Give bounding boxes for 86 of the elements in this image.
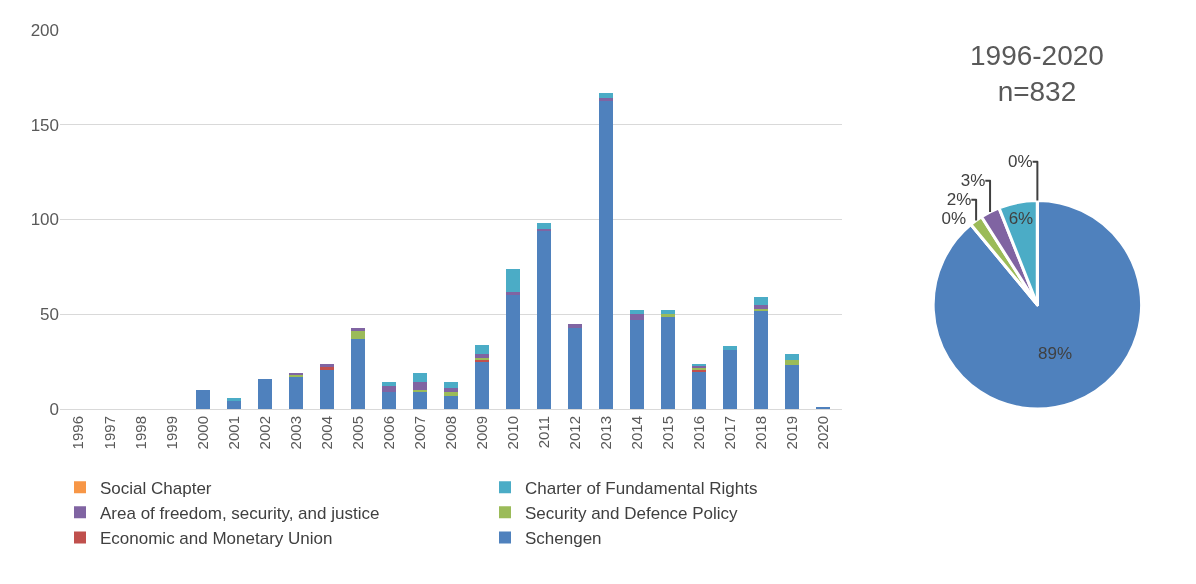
bar: [661, 314, 676, 317]
bar: [288, 376, 303, 409]
legend-label: Social Chapter: [100, 478, 212, 498]
bar: [506, 268, 520, 292]
bar: [506, 295, 520, 409]
x-tick-label: 2002: [255, 416, 273, 450]
x-tick-label: 2001: [224, 416, 242, 450]
bar: [412, 382, 427, 391]
bar: [754, 310, 769, 409]
x-tick-label: 2007: [410, 416, 428, 450]
bar: [381, 391, 396, 409]
bar: [599, 100, 614, 409]
legend-label: Area of freedom, security, and justice: [100, 503, 380, 523]
bar: [537, 223, 552, 229]
data-label: 2%: [946, 190, 972, 210]
bar: [381, 382, 396, 387]
bar: [226, 401, 241, 409]
bar: [537, 230, 552, 409]
bar: [257, 378, 272, 409]
bar: [661, 310, 676, 315]
bar: [319, 367, 334, 370]
x-tick-label: 2006: [379, 416, 397, 450]
bar: [754, 297, 769, 305]
data-label: 89%: [1038, 344, 1073, 364]
bar: [537, 228, 552, 231]
y-tick-label: 200: [30, 20, 59, 40]
bar: [319, 369, 334, 409]
x-tick-label: 1996: [69, 416, 87, 450]
bar: [412, 373, 427, 383]
x-tick-label: 1998: [131, 416, 149, 450]
bar: [381, 386, 396, 392]
bar: [630, 319, 645, 409]
x-tick-label: 2005: [348, 416, 366, 450]
data-label: 6%: [1008, 209, 1034, 229]
text: 0%: [1008, 152, 1033, 172]
y-tick-label: 0: [49, 399, 59, 419]
bar: [630, 310, 645, 315]
x-tick-label: 2014: [627, 416, 645, 450]
bar: [443, 382, 458, 389]
x-tick-label: 2000: [193, 416, 211, 450]
x-tick-label: 2004: [317, 416, 335, 450]
bar: [723, 346, 738, 351]
bar: [195, 390, 210, 409]
x-tick-label: 2008: [441, 416, 459, 450]
x-tick-label: 2016: [690, 416, 708, 450]
x-tick-label: 2009: [472, 416, 490, 450]
bar: [350, 331, 365, 339]
bar: [599, 98, 614, 101]
x-tick-label: 2010: [503, 416, 521, 450]
bar: [692, 371, 707, 409]
bar: [723, 350, 738, 409]
bar: [443, 391, 458, 396]
legend-label: Security and Defence Policy: [525, 503, 739, 523]
x-tick-label: 2003: [286, 416, 304, 450]
y-tick-label: 100: [30, 210, 59, 230]
x-tick-label: 2015: [659, 416, 677, 450]
y-tick-label: 50: [40, 305, 59, 325]
x-tick-label: 2011: [534, 416, 552, 449]
x-tick-label: 1997: [100, 416, 118, 450]
bar: [568, 323, 583, 328]
x-tick-label: 2017: [721, 416, 739, 450]
bar: [661, 316, 676, 409]
x-tick-label: 2020: [814, 416, 832, 450]
bar: [785, 354, 800, 360]
bar: [630, 314, 645, 320]
x-tick-label: 2013: [596, 416, 614, 450]
chart-title: 1996-2020 n=832: [970, 40, 1104, 108]
bar: [475, 344, 489, 355]
data-label: 3%: [960, 171, 986, 191]
x-tick-label: 2018: [752, 416, 770, 450]
text: 0%: [941, 209, 967, 229]
x-tick-label: 1999: [162, 416, 180, 450]
bar: [754, 304, 769, 309]
bar: [443, 388, 458, 392]
legend-label: Economic and Monetary Union: [100, 529, 333, 549]
bar: [568, 327, 583, 409]
bar: [475, 361, 489, 409]
legend-label: Charter of Fundamental Rights: [525, 478, 758, 498]
bar: [443, 395, 458, 409]
x-tick-label: 2019: [783, 416, 801, 450]
bar: [350, 338, 365, 409]
legend-label: Schengen: [525, 529, 602, 549]
y-tick-label: 150: [30, 115, 59, 135]
bar: [785, 365, 800, 409]
x-tick-label: 2012: [565, 416, 583, 450]
bar: [412, 391, 427, 409]
